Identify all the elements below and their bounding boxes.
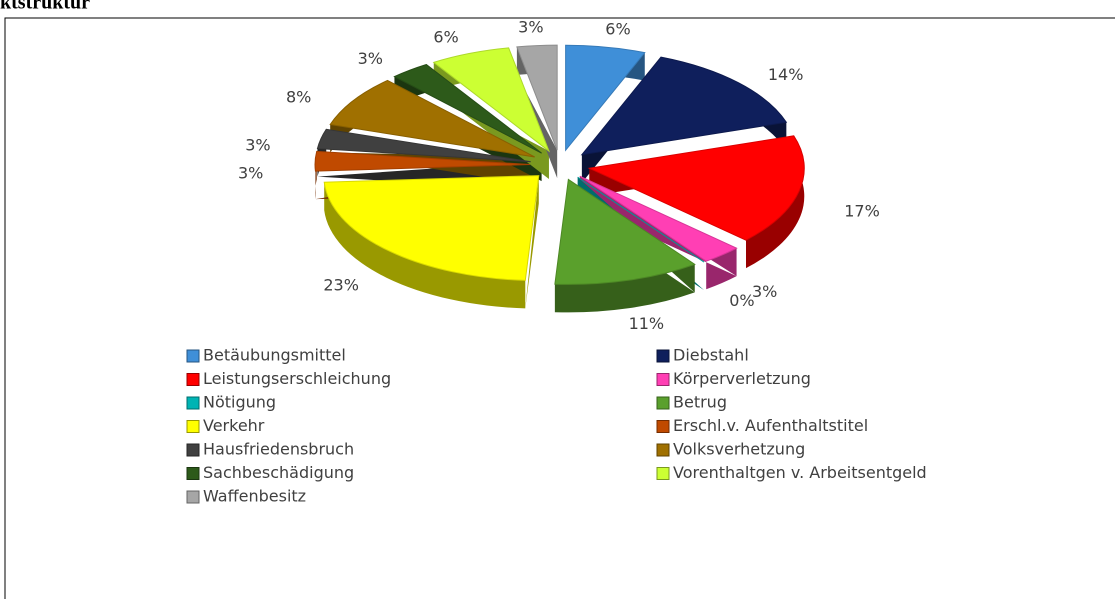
legend-swatch xyxy=(656,443,670,457)
slice xyxy=(587,135,805,241)
slice xyxy=(554,178,696,285)
data-label: 3% xyxy=(245,135,270,154)
legend-label: Vorenthaltgen v. Arbeitsentgeld xyxy=(673,463,927,482)
legend-swatch xyxy=(656,373,670,386)
legend-label: Leistungserschleichung xyxy=(203,369,391,388)
slice xyxy=(580,56,788,156)
legend-swatch xyxy=(186,349,200,363)
legend-label: Hausfriedensbruch xyxy=(203,440,354,459)
data-label: 0% xyxy=(729,291,754,310)
legend-swatch xyxy=(186,443,200,457)
slice xyxy=(579,175,738,262)
chart-title: ktstruktur xyxy=(0,0,90,14)
legend-swatch xyxy=(186,396,200,410)
legend-swatch xyxy=(656,420,670,433)
data-label: 11% xyxy=(629,314,665,333)
data-label: 3% xyxy=(358,49,383,68)
legend-label: Nötigung xyxy=(203,393,276,412)
legend-swatch xyxy=(186,467,200,480)
slice xyxy=(314,150,531,172)
legend-label: Diebstahl xyxy=(673,346,749,365)
data-label: 6% xyxy=(605,20,630,39)
slice xyxy=(316,128,531,163)
data-label: 8% xyxy=(286,87,311,106)
slice xyxy=(516,44,558,151)
legend-label: Körperverletzung xyxy=(673,369,811,388)
slice xyxy=(323,175,540,281)
slice xyxy=(565,44,646,152)
data-label: 17% xyxy=(844,202,880,221)
slice xyxy=(432,47,551,153)
legend-swatch xyxy=(186,420,200,433)
legend-label: Betrug xyxy=(673,393,727,412)
data-label: 3% xyxy=(518,18,543,37)
legend-label: Waffenbesitz xyxy=(203,487,306,506)
legend-swatch xyxy=(656,396,670,410)
legend-label: Volksverhetzung xyxy=(673,440,805,459)
data-label: 6% xyxy=(433,28,458,47)
data-label: 23% xyxy=(323,276,359,295)
legend-label: Betäubungsmittel xyxy=(203,346,346,365)
pie-tops xyxy=(314,44,805,285)
legend-label: Verkehr xyxy=(203,416,265,435)
slice xyxy=(577,176,705,263)
slice xyxy=(329,79,535,158)
chart-frame xyxy=(4,17,1115,599)
data-label: 3% xyxy=(238,164,263,183)
legend-label: Erschl.v. Aufenthaltstitel xyxy=(673,416,868,435)
data-label: 3% xyxy=(752,282,777,301)
legend-swatch xyxy=(186,490,200,504)
legend-swatch xyxy=(656,467,670,480)
legend-swatch xyxy=(186,373,200,386)
data-label: 14% xyxy=(768,65,804,84)
legend-swatch xyxy=(656,349,670,363)
slice xyxy=(393,63,542,154)
legend-label: Sachbeschädigung xyxy=(203,463,354,482)
